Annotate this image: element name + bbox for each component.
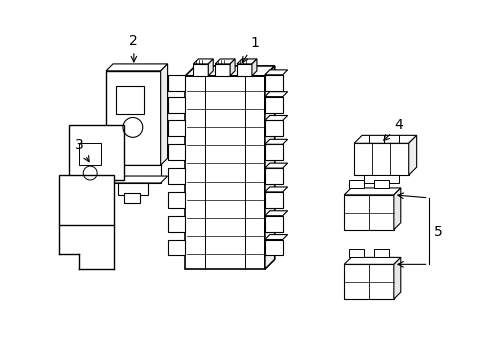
Bar [348,180,364,188]
Bar [118,183,147,195]
Bar [215,64,230,76]
Polygon shape [251,59,256,76]
Bar [264,216,282,231]
Bar [167,216,185,231]
Text: 2: 2 [129,34,138,62]
Polygon shape [264,187,287,192]
Polygon shape [264,92,287,96]
Text: 5: 5 [433,225,441,239]
Polygon shape [215,59,235,64]
Polygon shape [393,188,400,230]
Polygon shape [106,64,167,71]
Bar [373,249,388,257]
Polygon shape [264,163,287,168]
Bar [353,143,408,175]
Polygon shape [264,139,287,144]
Text: 1: 1 [242,36,259,63]
Bar [167,121,185,136]
Bar [344,195,393,230]
Polygon shape [264,66,274,269]
Polygon shape [344,188,400,195]
Bar [69,125,123,180]
Bar [167,144,185,160]
Polygon shape [106,71,161,165]
Bar [264,239,282,255]
Bar [264,168,282,184]
Bar [344,264,393,299]
Polygon shape [106,165,161,183]
Bar [60,175,114,225]
Bar [167,75,185,91]
Bar [116,86,143,113]
Polygon shape [264,70,287,75]
Bar [185,76,264,269]
Bar [79,143,101,165]
Bar [373,180,388,188]
Polygon shape [344,257,400,264]
Polygon shape [208,59,213,76]
Bar [123,193,140,203]
Bar [264,121,282,136]
Text: 3: 3 [75,138,89,162]
Bar [193,64,208,76]
Bar [167,96,185,113]
Polygon shape [408,135,416,175]
Polygon shape [230,59,235,76]
Bar [167,239,185,255]
Polygon shape [161,64,167,165]
Polygon shape [193,59,213,64]
Polygon shape [264,211,287,216]
Bar [237,64,251,76]
Text: 4: 4 [383,118,402,140]
Polygon shape [264,116,287,121]
Bar [348,249,364,257]
Bar [264,192,282,208]
Polygon shape [393,257,400,299]
Polygon shape [185,66,274,76]
Polygon shape [353,135,416,143]
Bar [264,144,282,160]
Bar [167,168,185,184]
Polygon shape [237,59,256,64]
Bar [167,192,185,208]
Bar [264,75,282,91]
Polygon shape [264,235,287,239]
Polygon shape [106,176,167,183]
Bar [264,96,282,113]
Bar [364,175,398,183]
